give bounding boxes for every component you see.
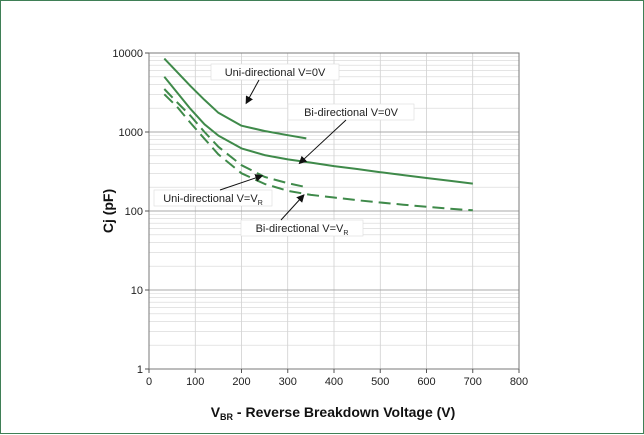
y-tick-label: 10000: [112, 48, 143, 60]
x-tick-label: 300: [279, 376, 297, 388]
x-tick-label: 800: [510, 376, 528, 388]
annotation-box: [210, 63, 340, 81]
annotation-arrow: [280, 194, 305, 221]
annotations: Uni-directional V=0V Bi-directional V=0V U…: [153, 63, 415, 237]
annotation-1: Uni-directional V=0V: [210, 63, 340, 105]
axes: 0 100 200 300 400 500 600 700 800 1 10 100 1000 10000: [112, 48, 528, 388]
annotation-arrow: [245, 79, 260, 105]
y-tick-label: 1000: [119, 127, 143, 139]
annotation-text: Bi-directional V=VR: [256, 223, 349, 237]
y-tick-label: 100: [125, 206, 143, 218]
x-tick-label: 600: [417, 376, 435, 388]
x-tick-label: 400: [325, 376, 343, 388]
x-axis-title-main: V: [211, 404, 221, 420]
annotation-2: Bi-directional V=0V: [287, 103, 415, 165]
series-line-4: [163, 93, 473, 212]
annotation-box: [153, 189, 273, 207]
y-tick-label: 1: [137, 364, 143, 376]
annotation-arrow: [219, 174, 264, 191]
annotation-3: Uni-directional V=VR: [153, 174, 273, 207]
x-axis-title-rest: - Reverse Breakdown Voltage (V): [233, 404, 455, 420]
series-line-3: [163, 88, 307, 189]
annotation-box: [240, 219, 364, 237]
annotation-box: [287, 103, 415, 121]
x-tick-label: 700: [464, 376, 482, 388]
y-tick-label: 10: [131, 285, 143, 297]
annotation-arrow: [298, 119, 347, 165]
annotation-text: Uni-directional V=VR: [163, 193, 263, 207]
x-tick-label: 200: [232, 376, 250, 388]
x-tick-label: 0: [146, 376, 152, 388]
x-axis-title: VBR - Reverse Breakdown Voltage (V): [211, 404, 456, 422]
x-tick-label: 500: [371, 376, 389, 388]
annotation-text: Uni-directional V=0V: [225, 67, 326, 79]
annotation-4: Bi-directional V=VR: [240, 194, 364, 237]
series-line-1: [163, 57, 307, 140]
x-axis-title-sub: BR: [220, 412, 233, 422]
y-axis-title: Cj (pF): [100, 189, 116, 233]
annotation-text: Bi-directional V=0V: [304, 107, 399, 119]
x-tick-label: 100: [186, 376, 204, 388]
